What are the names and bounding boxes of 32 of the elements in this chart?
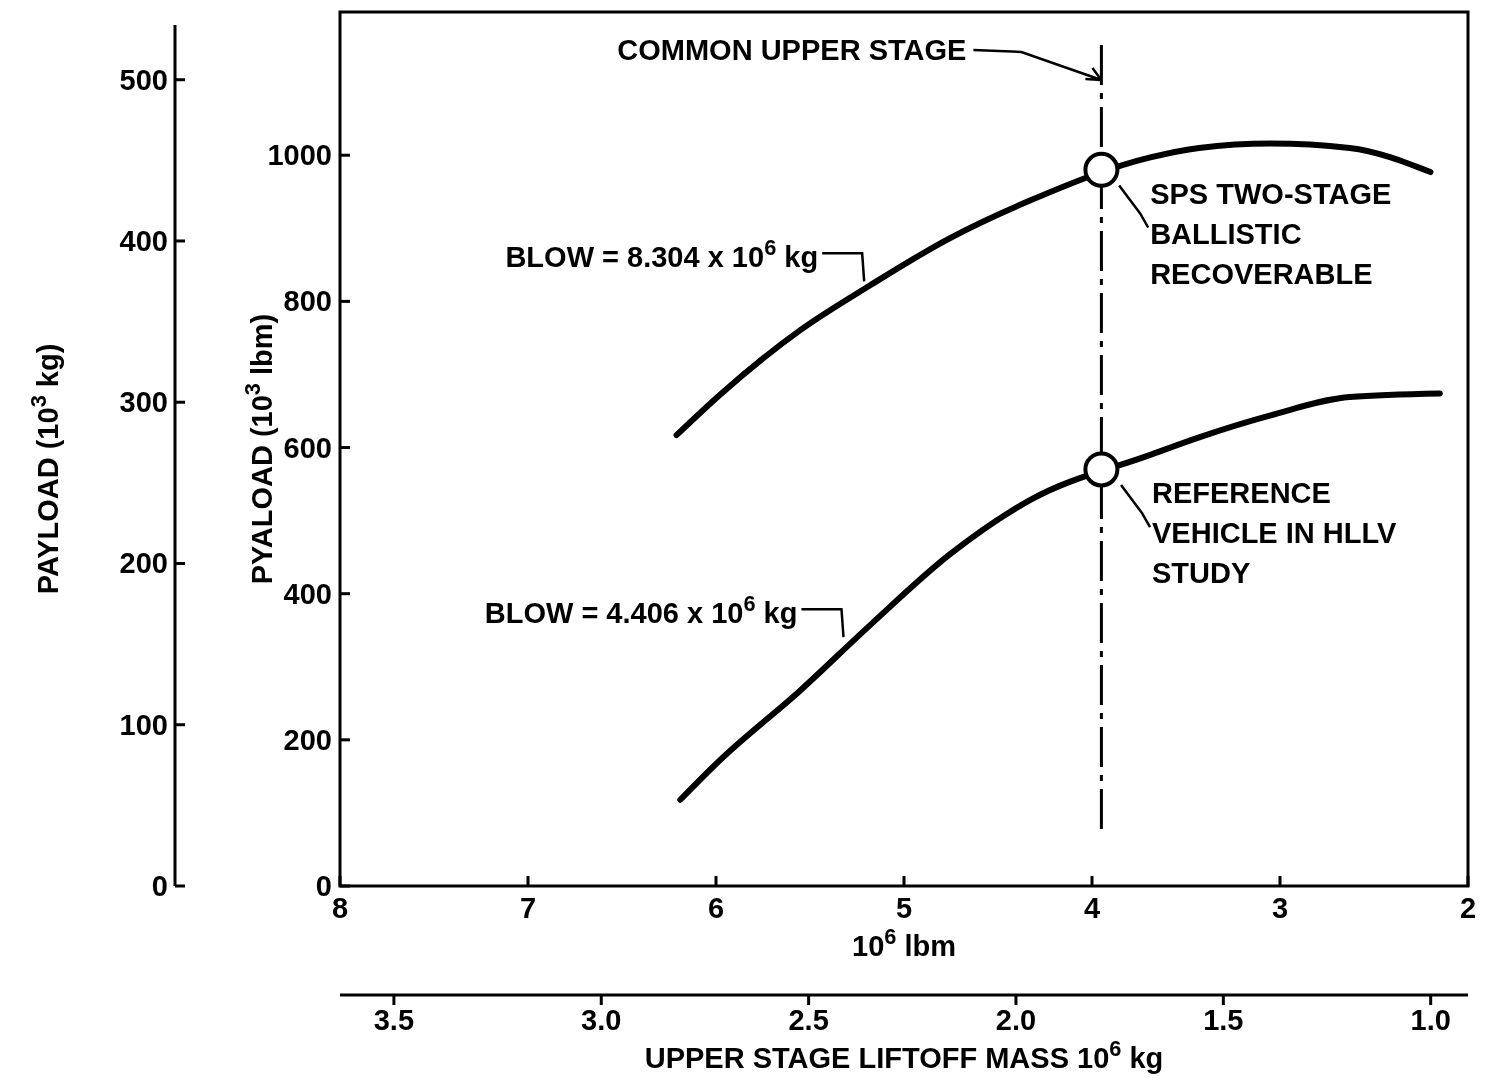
y2-tick-label: 100 [119,708,168,741]
x2-tick-label: 2.0 [995,1004,1037,1036]
x-tick-label: 5 [895,892,913,924]
annotation: SPS TWO-STAGE BALLISTIC RECOVERABLE [1150,177,1392,290]
x-tick-label: 3 [1271,892,1289,924]
annotation: BLOW = 8.304 x 10$^{6}$ kg [505,234,819,274]
y-tick-label: 600 [283,431,332,464]
x-tick-label: 4 [1083,892,1101,924]
x2-tick-label: 3.5 [373,1004,415,1036]
y2-tick-label: 0 [151,870,168,902]
x2-tick-label: 2.5 [788,1004,829,1036]
x-tick-label: 6 [707,892,725,924]
y-tick-label: 1000 [267,139,332,172]
y-tick-label: 800 [283,285,332,318]
x-tick-label: 8 [331,892,349,924]
y2-tick-label: 500 [119,63,168,96]
y-tick-label: 0 [315,870,332,902]
x2-axis-title: UPPER STAGE LIFTOFF MASS 10$^{6}$ kg [644,1035,1164,1074]
annotation: REFERENCE VEHICLE IN HLLV STUDY [1152,477,1398,590]
y2-tick-label: 300 [119,386,168,419]
x2-tick-label: 1.0 [1410,1004,1451,1036]
y2-tick-label: 200 [119,547,168,580]
x-tick-label: 2 [1459,892,1477,924]
x2-tick-label: 3.0 [581,1004,622,1036]
x2-tick-label: 1.5 [1203,1004,1244,1036]
ref-line-label: COMMON UPPER STAGE [617,34,967,66]
x-axis-title: 10$^{6}$ lbm [852,923,956,962]
y-tick-label: 400 [283,577,332,610]
x-tick-label: 7 [519,892,537,924]
annotation: BLOW = 4.406 x 10$^{6}$ kg [484,590,798,630]
y2-tick-label: 400 [119,224,168,257]
y-tick-label: 200 [283,723,332,756]
